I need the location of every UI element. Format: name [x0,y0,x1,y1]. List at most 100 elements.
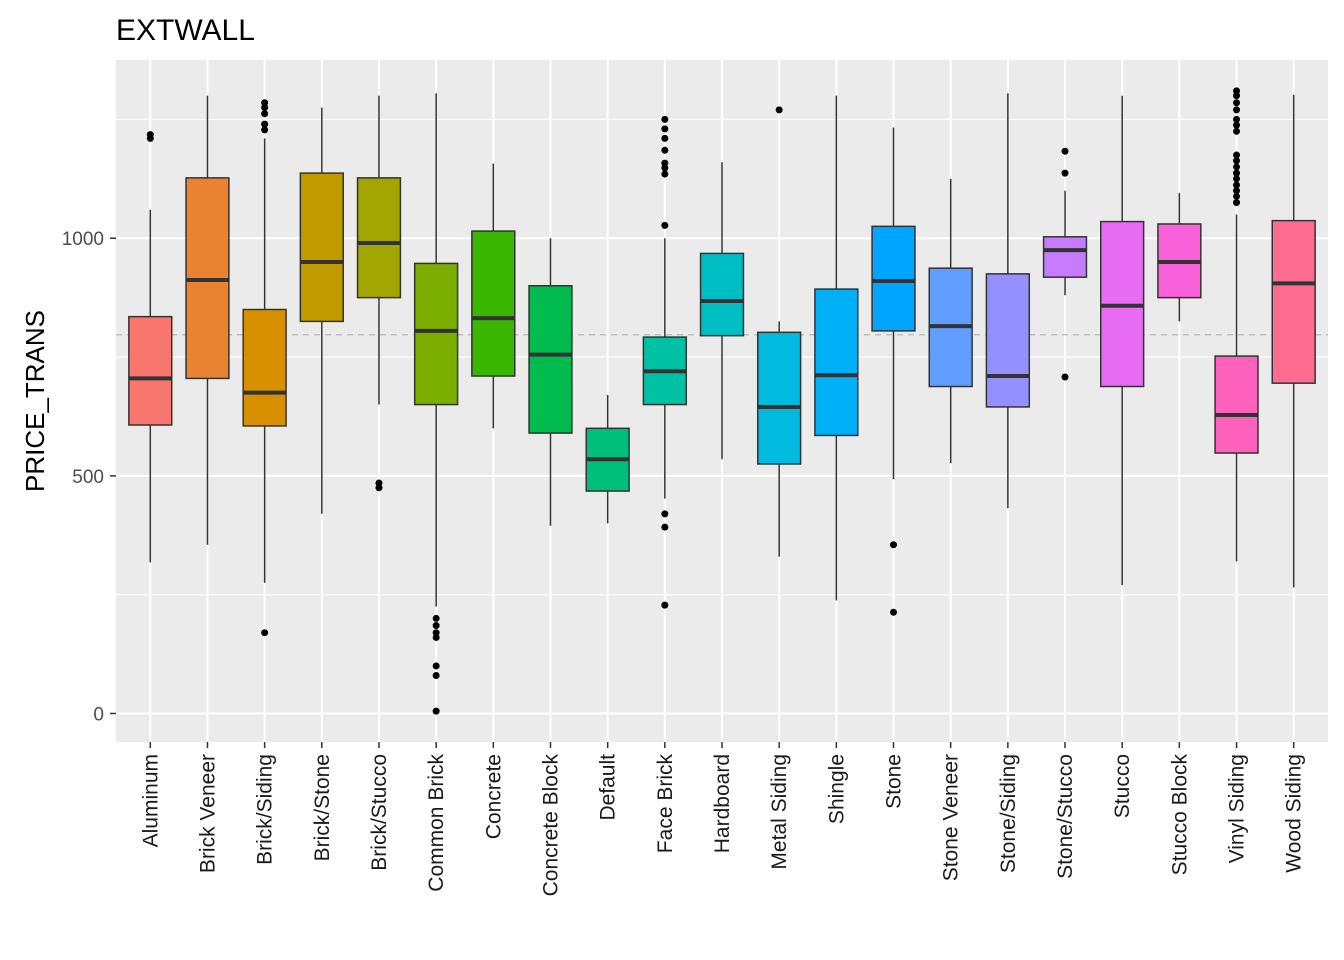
outlier-point [1233,121,1241,129]
box-stucco [1100,95,1145,586]
outlier-point [432,671,440,679]
box-iqr [356,177,402,299]
box-concrete-block [528,238,573,526]
y-axis-label: PRICE_TRANS [20,310,50,492]
y-tick-label: 0 [93,704,104,725]
x-tick-label: Vinyl Siding [1226,754,1249,863]
outlier-point [1233,175,1241,183]
outlier-point [261,99,269,107]
x-tick-label: Stone Veneer [940,754,963,881]
outlier-point [661,221,669,229]
x-tick-label: Stucco Block [1168,754,1191,876]
box-brick-stone [299,107,345,514]
box-iqr [1271,219,1316,384]
outlier-point [1233,187,1241,195]
outlier-point [661,146,669,154]
x-tick-label: Common Brick [425,754,448,892]
x-tick-label: Concrete Block [539,754,562,897]
outlier-point [1233,192,1241,200]
x-tick-label: Stucco [1111,754,1134,818]
box-default [585,395,630,524]
outlier-point [661,523,669,531]
outlier-point [1233,199,1241,207]
y-tick-label: 500 [72,467,104,488]
chart-title: EXTWALL [116,14,255,47]
box-hardboard [699,162,745,460]
outlier-point [1233,87,1241,95]
x-tick-label: Stone/Stucco [1054,754,1077,879]
x-tick-label: Wood Siding [1283,754,1306,873]
x-tick-label: Brick/Stucco [368,754,391,871]
outlier-point [1233,115,1241,123]
x-tick-label: Brick/Siding [254,754,277,865]
outlier-point [661,134,669,142]
outlier-point [375,479,383,487]
box-aluminum [128,131,173,563]
box-iqr [1042,236,1088,278]
x-tick-label: Hardboard [711,754,734,853]
outlier-point [432,629,440,637]
outlier-point [1233,157,1241,165]
outlier-point [432,622,440,630]
outlier-point [661,170,669,178]
outlier-point [261,120,269,128]
box-iqr [814,288,859,437]
box-iqr [528,284,573,434]
x-tick-label: Brick/Stone [311,754,334,861]
box-iqr [471,230,516,377]
box-stone-stucco [1042,147,1088,381]
box-stone [871,127,916,616]
box-brick-siding [242,99,287,637]
boxes-group [128,87,1316,715]
outlier-point [775,106,783,114]
box-iqr [128,315,173,426]
outlier-point [1233,106,1241,114]
box-brick-veneer [185,95,230,545]
box-common-brick [413,93,459,715]
outlier-point [661,125,669,133]
x-tick-label: Metal Siding [768,754,791,870]
outlier-point [261,110,269,118]
outlier-point [1233,99,1241,107]
x-tick-label: Aluminum [139,754,162,847]
box-brick-stucco [356,95,402,492]
x-tick-label: Concrete [482,754,505,839]
x-axis: Aluminum Brick Veneer Brick/Siding Brick/St… [139,742,1306,897]
outlier-point [1061,169,1069,177]
outlier-point [432,707,440,715]
y-axis: 0 500 1000 [62,229,116,725]
box-iqr [871,225,916,332]
box-iqr [1214,355,1259,454]
box-stone-veneer [928,178,973,464]
outlier-point [261,629,269,637]
box-metal-siding [756,106,802,557]
x-tick-label: Stone [883,754,906,809]
outlier-point [432,614,440,622]
box-vinyl-siding [1214,87,1259,562]
outlier-point [146,131,154,139]
outlier-point [261,126,269,134]
box-wood-siding [1271,94,1316,588]
outlier-point [432,662,440,670]
outlier-point [1061,147,1069,155]
box-concrete [471,163,516,429]
x-tick-label: Default [597,754,620,821]
box-iqr [699,252,745,337]
outlier-point [661,510,669,518]
box-iqr [756,331,802,465]
x-tick-label: Brick Veneer [196,754,219,873]
outlier-point [661,115,669,123]
x-tick-label: Shingle [825,754,848,824]
box-iqr [985,273,1031,408]
box-stone-siding [985,93,1031,509]
outlier-point [1061,373,1069,381]
box-stucco-block [1157,193,1202,322]
box-iqr [242,308,287,427]
outlier-point [890,541,898,549]
outlier-point [1233,127,1241,135]
box-iqr [299,172,345,323]
y-tick-label: 1000 [62,229,104,250]
box-face-brick [642,115,688,609]
outlier-point [890,608,898,616]
